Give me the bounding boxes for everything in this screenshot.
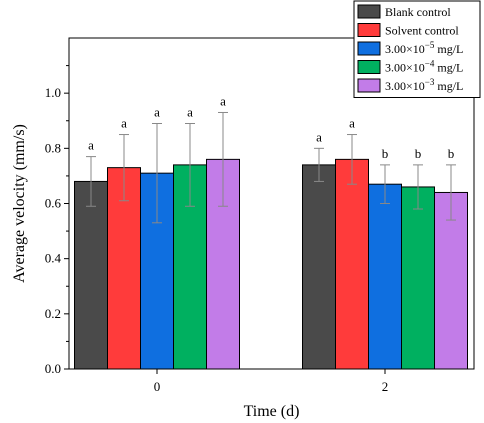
y-tick-label: 0.8 xyxy=(45,140,61,155)
significance-label: b xyxy=(382,146,389,161)
x-axis-title: Time (d) xyxy=(244,403,300,420)
significance-label: a xyxy=(88,138,94,153)
bar xyxy=(302,164,336,370)
legend-swatch xyxy=(357,41,381,56)
significance-label: a xyxy=(154,105,160,120)
legend-swatch xyxy=(357,78,381,93)
legend-label: 3.00×10−4 mg/L xyxy=(385,59,463,75)
legend-label: Solvent control xyxy=(385,24,459,38)
legend-label-base: 3.00×10 xyxy=(385,61,425,75)
significance-label: a xyxy=(187,105,193,120)
legend-label: 3.00×10−5 mg/L xyxy=(385,40,463,56)
y-axis: 0.0 0.2 0.4 0.6 0.8 1.0 xyxy=(45,65,69,376)
y-tick-label: 0.4 xyxy=(45,251,62,266)
legend-label: Blank control xyxy=(385,5,451,19)
error-bars xyxy=(86,111,456,224)
bar xyxy=(401,186,435,370)
significance-label: b xyxy=(415,146,422,161)
y-tick-label: 0.6 xyxy=(45,196,62,211)
bar-series xyxy=(74,158,468,370)
legend-label-exponent: −4 xyxy=(425,59,435,69)
significance-label: a xyxy=(121,116,127,131)
y-axis-title: Average velocity (mm/s) xyxy=(11,124,28,283)
x-tick-label: 2 xyxy=(382,379,389,394)
legend-label: 3.00×10−3 mg/L xyxy=(385,77,463,93)
y-tick-label: 1.0 xyxy=(45,85,61,100)
legend-label-unit: mg/L xyxy=(434,79,463,93)
y-tick-label: 0.0 xyxy=(45,361,61,376)
significance-labels: a a a a a a a b b b xyxy=(88,93,454,160)
legend-swatch xyxy=(357,60,381,74)
legend-label-base: 3.00×10 xyxy=(385,42,425,56)
significance-label: a xyxy=(349,116,355,131)
x-tick-label: 0 xyxy=(154,379,161,394)
legend-label-unit: mg/L xyxy=(434,61,463,75)
legend-label-unit: mg/L xyxy=(434,42,463,56)
bar xyxy=(74,180,108,370)
legend-label-base: 3.00×10 xyxy=(385,79,425,93)
significance-label: a xyxy=(316,129,322,144)
significance-label: b xyxy=(448,146,455,161)
legend-swatch xyxy=(357,23,381,37)
legend-label-exponent: −5 xyxy=(425,40,435,50)
legend-swatch xyxy=(357,4,381,19)
bar xyxy=(368,183,402,370)
significance-label: a xyxy=(220,93,226,108)
y-tick-label: 0.2 xyxy=(45,306,61,321)
bar xyxy=(434,191,468,370)
legend-label-exponent: −3 xyxy=(425,77,435,87)
bar xyxy=(335,158,369,370)
